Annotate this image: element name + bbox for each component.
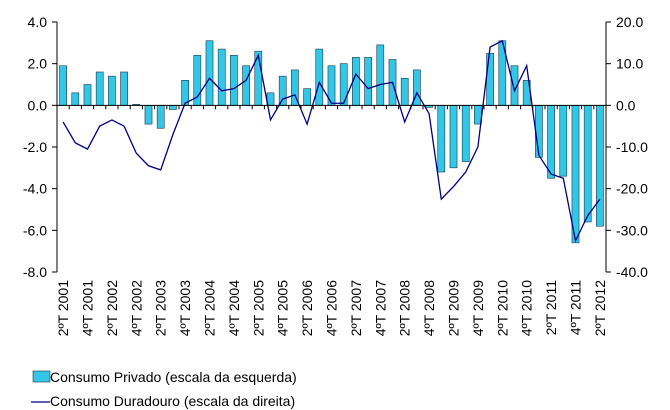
legend-swatch bbox=[32, 370, 51, 383]
x-tick-label: 2ºT 2011 bbox=[543, 280, 559, 335]
bar bbox=[376, 44, 385, 106]
y2-tick-label: -40.0 bbox=[616, 264, 648, 280]
x-tick-label: 4ºT 2003 bbox=[177, 280, 193, 336]
y2-tick-label: 0.0 bbox=[616, 97, 636, 113]
bar bbox=[95, 71, 104, 106]
bar bbox=[583, 105, 592, 223]
legend-label: Consumo Privado (escala da esquerda) bbox=[50, 369, 297, 385]
bar bbox=[144, 105, 153, 125]
x-tick-label: 2ºT 2010 bbox=[494, 280, 510, 336]
bar bbox=[364, 57, 372, 106]
y2-tick-label: 10.0 bbox=[616, 56, 643, 72]
x-tick-label: 4ºT 2007 bbox=[372, 280, 388, 336]
bar bbox=[242, 65, 250, 106]
x-tick-label: 4ºT 2011 bbox=[568, 280, 584, 335]
bar bbox=[535, 105, 543, 158]
x-tick-label: 4ºT 2004 bbox=[226, 280, 242, 336]
bar bbox=[449, 105, 458, 169]
y-tick-label: 4.0 bbox=[28, 14, 48, 30]
x-tick-label: 2ºT 2008 bbox=[397, 280, 413, 336]
bar bbox=[559, 105, 568, 177]
bar bbox=[547, 105, 555, 179]
bar bbox=[217, 48, 226, 106]
bar bbox=[83, 84, 92, 106]
bar bbox=[108, 75, 116, 106]
bar bbox=[339, 63, 348, 106]
bar bbox=[303, 88, 311, 106]
bar bbox=[486, 52, 494, 106]
bar bbox=[120, 71, 128, 106]
x-tick-label: 2ºT 2009 bbox=[446, 280, 462, 336]
y2-tick-label: -20.0 bbox=[616, 181, 648, 197]
y2-tick-label: 20.0 bbox=[616, 14, 643, 30]
x-tick-label: 2ºT 2002 bbox=[104, 280, 120, 336]
x-tick-label: 4ºT 2002 bbox=[128, 280, 144, 336]
y-tick-label: -4.0 bbox=[23, 181, 47, 197]
bar bbox=[461, 105, 470, 162]
x-tick-label: 4ºT 2005 bbox=[275, 280, 291, 336]
x-tick-label: 2ºT 2006 bbox=[299, 280, 315, 336]
y2-tick-label: -30.0 bbox=[616, 222, 648, 238]
line bbox=[62, 39, 601, 243]
x-tick-label: 4ºT 2009 bbox=[470, 280, 486, 336]
y2-tick-label: -10.0 bbox=[616, 139, 648, 155]
x-tick-label: 2ºT 2012 bbox=[592, 280, 608, 336]
x-tick-label: 4ºT 2001 bbox=[80, 280, 96, 336]
x-tick-label: 2ºT 2007 bbox=[348, 280, 364, 336]
bar bbox=[474, 105, 482, 125]
bar bbox=[71, 92, 80, 106]
bar bbox=[156, 105, 165, 129]
x-tick-label: 2ºT 2004 bbox=[202, 280, 218, 336]
bar bbox=[230, 55, 238, 106]
bar bbox=[437, 105, 446, 173]
x-tick-label: 4ºT 2006 bbox=[324, 280, 340, 336]
legend-label: Consumo Duradouro (escala da direita) bbox=[50, 393, 295, 409]
y-tick-label: -2.0 bbox=[23, 139, 47, 155]
bar bbox=[205, 40, 214, 106]
y-tick-label: -6.0 bbox=[23, 222, 47, 238]
y-tick-label: 2.0 bbox=[28, 56, 48, 72]
x-tick-label: 2ºT 2005 bbox=[250, 280, 266, 336]
bar bbox=[169, 105, 177, 110]
x-tick-label: 2ºT 2001 bbox=[55, 280, 71, 336]
bar bbox=[571, 105, 580, 244]
x-tick-label: 4ºT 2010 bbox=[519, 280, 535, 336]
bar bbox=[59, 65, 67, 106]
bar bbox=[400, 77, 409, 106]
x-tick-label: 2ºT 2003 bbox=[153, 280, 169, 336]
x-tick-label: 4ºT 2008 bbox=[421, 280, 437, 336]
y-tick-label: 0.0 bbox=[28, 97, 48, 113]
bar bbox=[315, 48, 324, 106]
bar bbox=[596, 105, 604, 227]
y-tick-label: -8.0 bbox=[23, 264, 47, 280]
bar bbox=[278, 75, 287, 106]
